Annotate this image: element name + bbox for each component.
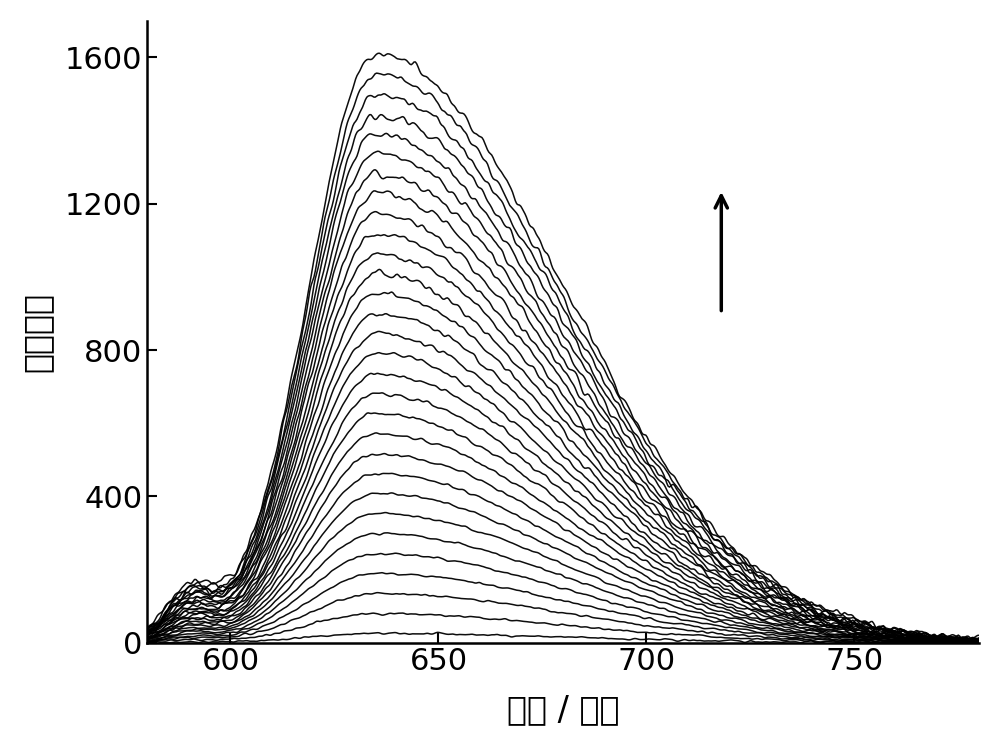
Y-axis label: 荧光强度: 荧光强度 xyxy=(21,292,54,372)
X-axis label: 波长 / 纳米: 波长 / 纳米 xyxy=(507,693,619,726)
